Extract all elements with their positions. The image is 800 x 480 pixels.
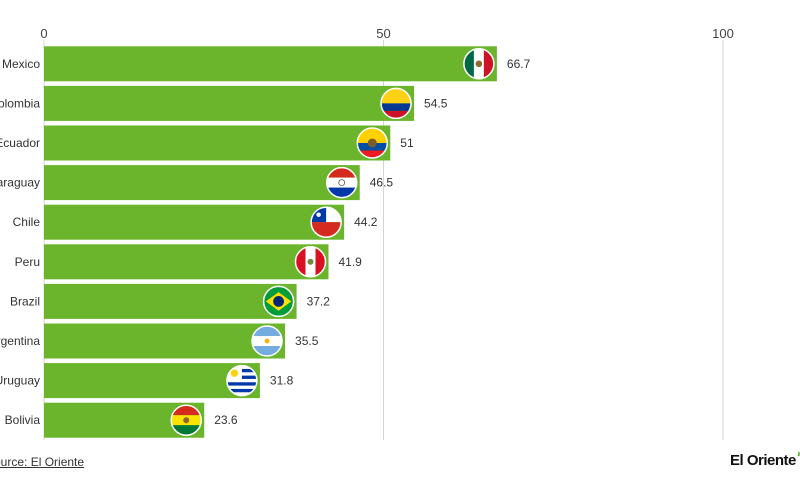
category-label: Uruguay xyxy=(0,374,40,388)
brazil-flag-icon xyxy=(263,286,294,317)
bar-argentina xyxy=(44,323,286,359)
x-tick-label: 0 xyxy=(40,26,47,41)
flag-ring xyxy=(251,325,283,357)
flag-ring xyxy=(325,166,358,199)
category-label: Peru xyxy=(15,255,40,269)
category-labels: Mexico Colombia Ecuador Paraguay Chile Peru Br… xyxy=(0,57,40,427)
bars xyxy=(44,46,497,438)
flag-ring xyxy=(170,404,202,436)
category-label: Argentina xyxy=(0,334,40,348)
category-label: Mexico xyxy=(2,57,40,71)
flag-ring xyxy=(310,206,342,238)
data-labels: 66.7 54.5 51 46.5 44.2 41.9 37.2 35.5 31.8 23.6 xyxy=(214,57,530,427)
data-label: 54.5 xyxy=(424,96,448,110)
flag-ring xyxy=(226,364,258,397)
bar-uruguay xyxy=(44,363,260,399)
peru-flag-icon xyxy=(295,246,326,277)
bar-ecuador xyxy=(44,125,391,161)
source-link[interactable]: Source: El Oriente xyxy=(0,455,85,469)
data-label: 44.2 xyxy=(354,215,378,229)
data-label: 66.7 xyxy=(507,57,531,71)
colombia-flag-icon xyxy=(381,88,412,119)
bar-peru xyxy=(44,244,329,280)
x-tick-label: 100 xyxy=(712,26,734,41)
flag-ring xyxy=(463,48,495,80)
data-label: 51 xyxy=(400,136,414,150)
argentina-flag-icon xyxy=(252,326,283,356)
data-label: 41.9 xyxy=(339,255,363,269)
bar-mexico xyxy=(44,46,497,82)
flag-ring xyxy=(262,285,295,318)
category-label: Bolivia xyxy=(5,413,41,427)
bar-colombia xyxy=(44,85,415,121)
flag-ring xyxy=(294,246,327,278)
flag-ring xyxy=(380,87,412,120)
paraguay-flag-icon xyxy=(326,167,357,198)
brand-logo: El Oriente❧ xyxy=(730,449,800,469)
brand-name: El Oriente xyxy=(730,452,796,469)
data-label: 23.6 xyxy=(214,413,238,427)
x-axis-ticks: 0 50 100 xyxy=(40,26,733,41)
data-label: 31.8 xyxy=(270,374,294,388)
leaf-icon: ❧ xyxy=(797,449,800,461)
bar-chile xyxy=(44,204,345,240)
ecuador-flag-icon xyxy=(357,128,388,158)
data-label: 35.5 xyxy=(295,334,319,348)
mexico-flag-icon xyxy=(463,48,494,79)
category-label: Chile xyxy=(13,215,41,229)
x-tick-label: 50 xyxy=(376,26,390,41)
category-label: Brazil xyxy=(10,294,40,308)
data-label: 37.2 xyxy=(307,294,331,308)
category-label: Colombia xyxy=(0,96,40,110)
category-label: Ecuador xyxy=(0,136,40,150)
bolivia-flag-icon xyxy=(171,405,202,436)
flag-markers xyxy=(170,48,495,436)
flag-ring xyxy=(356,127,389,159)
bar-paraguay xyxy=(44,165,360,201)
bar-brazil xyxy=(44,283,297,319)
data-label: 46.5 xyxy=(370,176,394,190)
category-label: Paraguay xyxy=(0,176,40,190)
